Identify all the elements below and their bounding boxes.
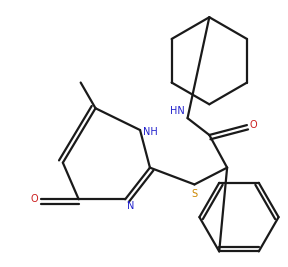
Text: O: O [250, 120, 257, 130]
Text: NH: NH [143, 127, 158, 137]
Text: N: N [127, 201, 134, 211]
Text: O: O [31, 194, 38, 204]
Text: S: S [192, 189, 198, 199]
Text: HN: HN [170, 106, 185, 116]
